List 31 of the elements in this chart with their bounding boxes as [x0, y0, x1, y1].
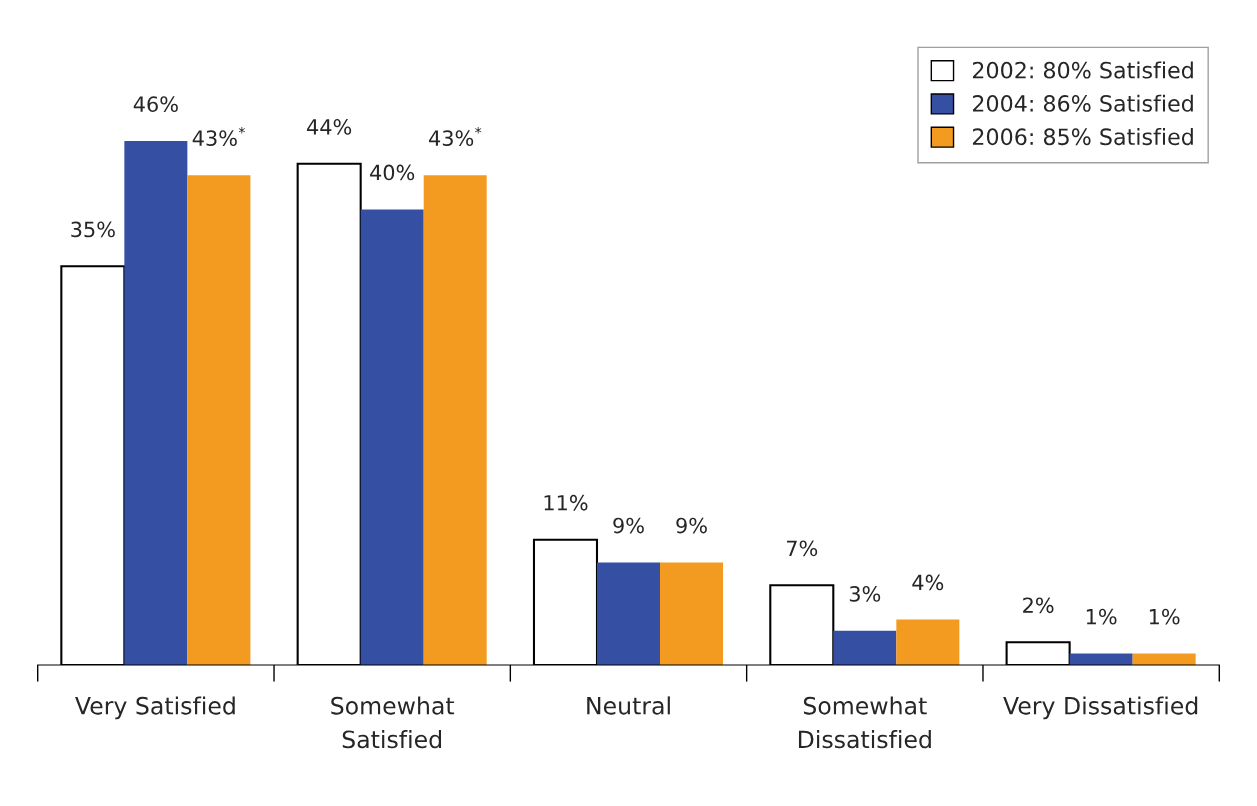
bar [423, 175, 487, 665]
legend-label: 2004: 86% Satisfied [972, 94, 1193, 112]
data-label: 43%$^{*}$ [192, 126, 246, 147]
bar [896, 619, 960, 665]
bar [596, 562, 661, 665]
data-label: 44% [307, 119, 352, 135]
data-label: 1% [1086, 608, 1117, 625]
bar [833, 630, 897, 665]
data-label: 11% [544, 494, 588, 511]
x-tick-label: Very Satisfied [75, 696, 235, 720]
data-label: 4% [912, 574, 944, 591]
data-label: 3% [849, 585, 881, 602]
data-label: 43%$^{*}$ [429, 126, 482, 147]
bar [124, 141, 188, 665]
x-tick-label: Very Dissatisfied [1003, 696, 1198, 720]
data-label: 1% [1149, 608, 1180, 625]
data-label: 2% [1023, 597, 1054, 614]
bar [360, 209, 424, 665]
data-label: 40% [370, 164, 415, 181]
data-label: 46% [133, 96, 178, 113]
x-tick-label: Somewhat Dissatisfied [798, 696, 931, 749]
legend-label: 2002: 80% Satisfied [972, 61, 1193, 79]
data-label: 9% [613, 517, 644, 534]
legend-label: 2006: 85% Satisfied [972, 127, 1193, 146]
bar [187, 175, 251, 665]
data-label: 7% [786, 540, 818, 557]
bar [660, 562, 724, 665]
data-label: 9% [676, 517, 707, 534]
x-tick-label: Somewhat Satisfied [331, 696, 455, 749]
x-tick-label: Neutral [587, 696, 670, 715]
data-label: 35% [71, 221, 115, 238]
